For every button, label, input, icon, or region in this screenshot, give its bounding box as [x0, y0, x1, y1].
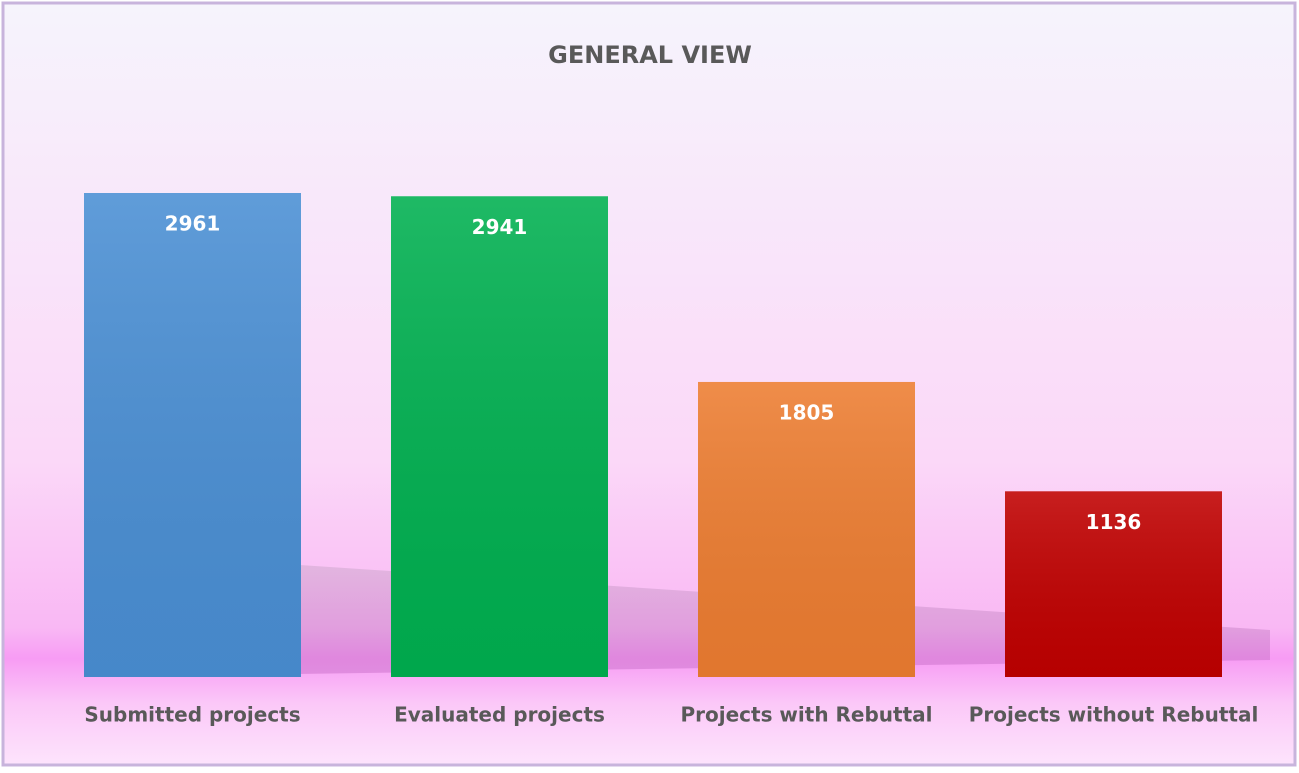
data-label: 1805	[779, 400, 835, 424]
x-tick-label: Submitted projects	[84, 703, 300, 727]
x-tick-label: Projects with Rebuttal	[680, 703, 932, 727]
bar-shade	[698, 381, 915, 677]
x-tick-label: Evaluated projects	[394, 703, 605, 727]
floor-shadow	[84, 565, 1270, 677]
bar-shade	[391, 196, 608, 677]
chart-title: GENERAL VIEW	[548, 41, 752, 69]
data-label: 2941	[472, 215, 528, 239]
data-label: 2961	[165, 212, 221, 236]
bar-shade	[1005, 491, 1222, 677]
bar-shade	[84, 193, 301, 677]
data-label: 1136	[1086, 510, 1142, 534]
x-tick-label: Projects without Rebuttal	[969, 703, 1259, 727]
